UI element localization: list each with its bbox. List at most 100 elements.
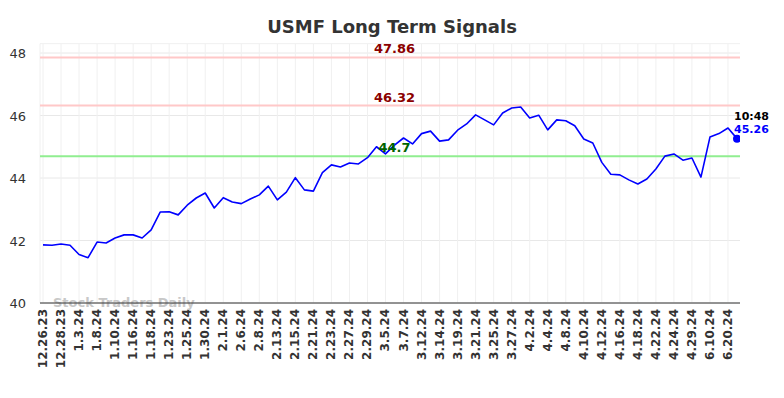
x-tick-label: 4.22.24 [649, 309, 663, 360]
x-tick-label: 3.27.24 [505, 309, 519, 360]
x-tick-label: 3.5.24 [378, 309, 392, 352]
x-tick-label: 4.4.24 [541, 309, 555, 352]
x-tick-label: 4.12.24 [595, 309, 609, 360]
x-tick-label: 2.6.24 [234, 309, 248, 352]
x-tick-label: 6.10.24 [703, 309, 717, 360]
x-tick-label: 12.26.23 [36, 309, 50, 368]
x-tick-label: 3.14.24 [433, 309, 447, 360]
grid-line [169, 44, 170, 303]
y-tick-label: 42 [9, 234, 26, 249]
title: USMF Long Term Signals [267, 16, 517, 37]
grid-line [115, 44, 116, 303]
grid-line [529, 44, 530, 303]
grid-line [40, 178, 740, 179]
grid-line [205, 44, 206, 303]
grid-line [331, 44, 332, 303]
grid-line [475, 44, 476, 303]
grid-line [727, 44, 728, 303]
grid-line [385, 44, 386, 303]
grid-line [277, 44, 278, 303]
grid-line [241, 44, 242, 303]
x-tick-label: 6.20.24 [721, 309, 735, 360]
x-tick-label: 4.16.24 [613, 309, 627, 360]
x-axis [40, 303, 740, 304]
grid-line [313, 44, 314, 303]
x-tick-label: 1.10.24 [108, 309, 122, 360]
grid-line [61, 44, 62, 303]
x-tick-label: 3.25.24 [487, 309, 501, 360]
grid-line [439, 44, 440, 303]
grid-line [493, 44, 494, 303]
reference-line [40, 155, 740, 157]
reference-label: 47.86 [374, 41, 415, 56]
grid-line [40, 240, 740, 241]
x-tick-label: 2.15.24 [288, 309, 302, 360]
x-tick-label: 2.13.24 [270, 309, 284, 360]
x-tick-label: 2.27.24 [342, 309, 356, 360]
x-tick-label: 2.29.24 [360, 309, 374, 360]
last-value-label: 45.26 [734, 123, 769, 136]
y-tick-label: 48 [9, 46, 26, 61]
grid-line [187, 44, 188, 303]
reference-line [40, 105, 740, 107]
x-tick-label: 2.21.24 [306, 309, 320, 360]
x-tick-label: 1.3.24 [72, 309, 86, 352]
x-tick-label: 2.8.24 [252, 309, 266, 352]
grid-line [40, 303, 740, 304]
x-tick-label: 1.8.24 [90, 309, 104, 352]
plot-frame [40, 44, 41, 303]
x-tick-label: 1.18.24 [144, 309, 158, 360]
x-tick-label: 4.10.24 [577, 309, 591, 360]
x-tick-label: 12.28.23 [54, 309, 68, 368]
y-tick-label: 40 [9, 296, 26, 311]
x-tick-label: 4.8.24 [559, 309, 573, 352]
grid-line [655, 44, 656, 303]
grid-line [601, 44, 602, 303]
x-tick-label: 2.1.24 [216, 309, 230, 352]
grid-line [547, 44, 548, 303]
x-tick-label: 1.30.24 [198, 309, 212, 360]
x-tick-label: 3.12.24 [415, 309, 429, 360]
x-tick-label: 4.18.24 [631, 309, 645, 360]
grid-line [349, 44, 350, 303]
grid-line [673, 44, 674, 303]
grid-line [43, 44, 44, 303]
x-tick-label: 3.19.24 [451, 309, 465, 360]
x-tick-label: 4.2.24 [523, 309, 537, 352]
grid-line [133, 44, 134, 303]
background [0, 0, 784, 398]
grid-line [403, 44, 404, 303]
grid-line [709, 44, 710, 303]
chart: USMF Long Term Signals 40 42 44 46 48 12.26.23… [0, 0, 784, 398]
grid-line [295, 44, 296, 303]
grid-line [619, 44, 620, 303]
x-tick-label: 4.24.24 [667, 309, 681, 360]
x-tick-label: 3.21.24 [469, 309, 483, 360]
grid-line [79, 44, 80, 303]
reference-label: 44.7 [378, 140, 410, 155]
x-tick-label: 4.29.24 [685, 309, 699, 360]
grid-line [511, 44, 512, 303]
grid-line [637, 44, 638, 303]
y-tick-label: 44 [9, 171, 26, 186]
series-line [43, 107, 737, 258]
x-tick-label: 1.25.24 [180, 309, 194, 360]
grid-line [97, 44, 98, 303]
reference-label: 46.32 [374, 90, 415, 105]
grid-line [583, 44, 584, 303]
grid-line [223, 44, 224, 303]
grid-line [691, 44, 692, 303]
x-tick-label: 3.7.24 [397, 309, 411, 352]
grid-line [151, 44, 152, 303]
grid-line [457, 44, 458, 303]
reference-line [40, 56, 740, 58]
x-tick-label: 2.23.24 [324, 309, 338, 360]
x-tick-label: 1.16.24 [126, 309, 140, 360]
grid-line [421, 44, 422, 303]
grid-line [259, 44, 260, 303]
annotation: 10:48 [734, 110, 769, 123]
grid-line [367, 44, 368, 303]
grid-line [40, 115, 740, 116]
plot-area [40, 57, 740, 257]
y-tick-label: 46 [9, 109, 26, 124]
